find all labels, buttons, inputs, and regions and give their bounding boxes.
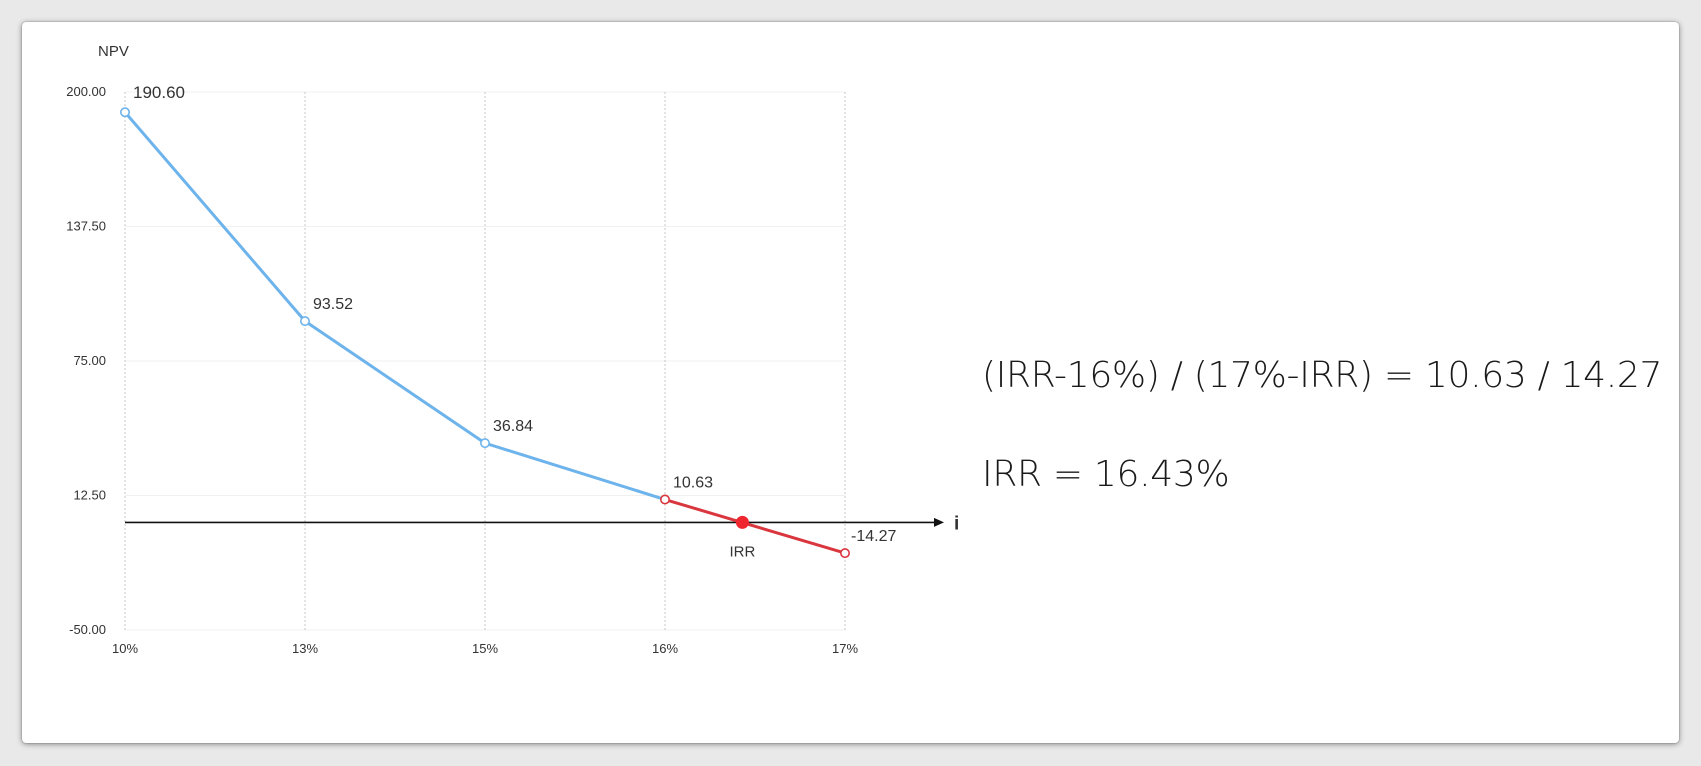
y-tick-label: 137.50 [66,219,106,234]
data-label: 10.63 [673,475,713,492]
label-layer: 200.00 137.50 75.00 12.50 -50.00 10% 13% 15% 16%… [66,43,959,656]
data-label: -14.27 [851,528,896,545]
npv-irr-chart: 200.00 137.50 75.00 12.50 -50.00 10% 13% 15% 16%… [66,43,959,656]
x-tick-label: 10% [112,641,138,656]
y-tick-label: -50.00 [69,622,106,637]
data-label: 190.60 [133,83,185,102]
x-tick-label: 15% [472,641,498,656]
y-tick-label: 75.00 [73,353,106,368]
data-point [479,438,490,449]
x-tick-label: 16% [652,641,678,656]
x-axis-title: i [954,513,959,534]
irr-result: IRR = 16.43% [982,454,1230,495]
irr-label: IRR [729,543,755,560]
irr-interpolation-formula: (IRR-16%) / (17%-IRR) = 10.63 / 14.27 [982,355,1663,396]
x-tick-label: 17% [832,641,858,656]
y-tick-label: 200.00 [66,84,106,99]
data-point [299,316,310,327]
grid-layer [124,91,846,631]
y-axis-title: NPV [98,43,129,60]
data-label: 36.84 [493,418,533,435]
data-label: 93.52 [313,296,353,313]
data-point [120,107,131,118]
x-axis-arrow [934,517,944,527]
data-point [659,494,670,505]
axis-layer [125,517,944,527]
irr-point [735,515,749,529]
npv-line-negative [663,498,847,555]
x-tick-label: 13% [292,641,318,656]
npv-line-positive [123,110,667,502]
data-point [839,548,850,559]
chart-card: 200.00 137.50 75.00 12.50 -50.00 10% 13% 15% 16%… [22,22,1679,743]
y-tick-label: 12.50 [73,488,106,503]
series-layer [120,107,850,559]
